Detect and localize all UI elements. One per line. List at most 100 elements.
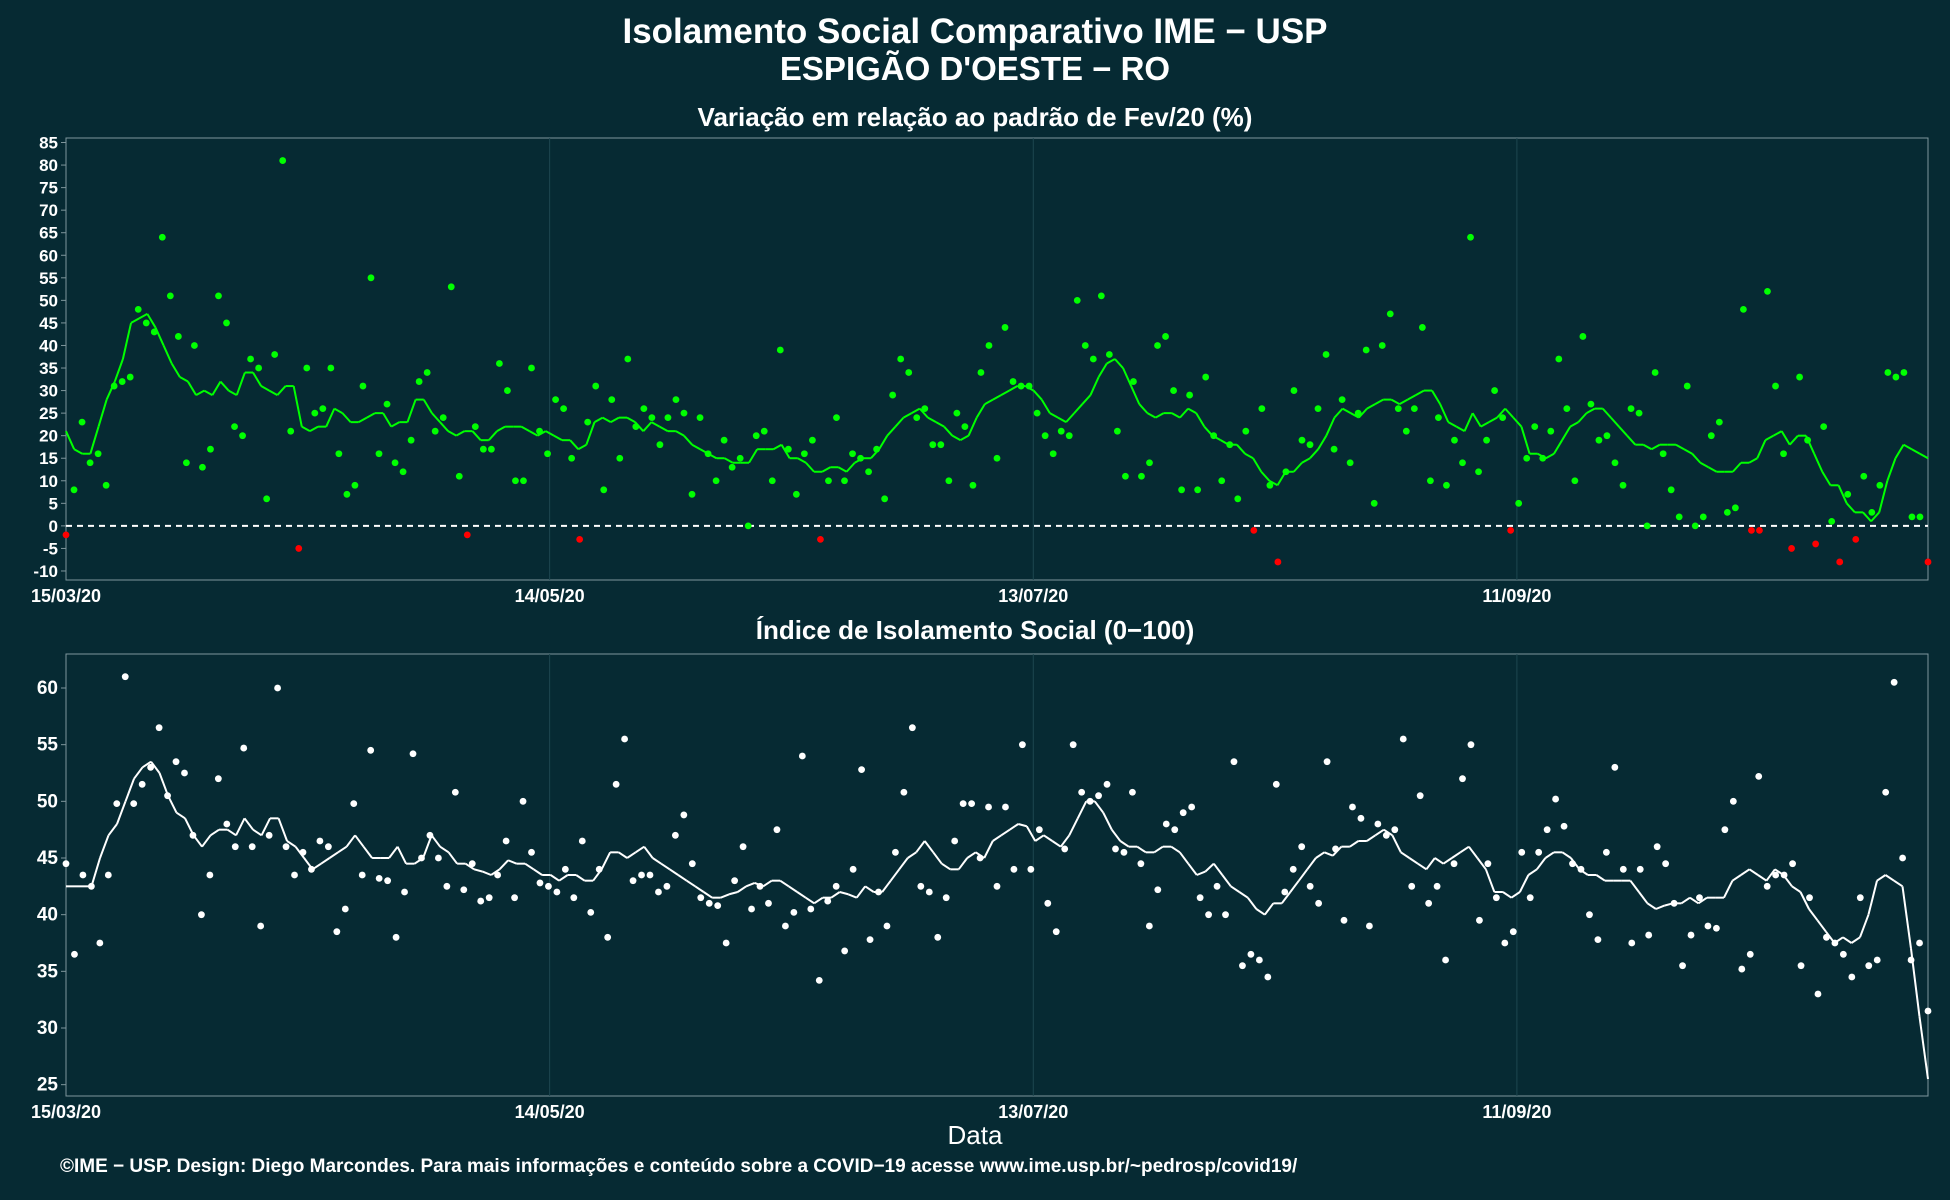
data-point: [545, 882, 552, 890]
moving-average-segment: [228, 389, 238, 396]
data-point: [696, 414, 704, 422]
moving-average-segment: [473, 868, 483, 873]
data-point: [1332, 845, 1339, 853]
data-point: [1340, 916, 1348, 924]
moving-average-segment: [113, 358, 124, 382]
x-axis-label: Data: [947, 1120, 1003, 1150]
data-point: [299, 848, 307, 856]
data-point: [1823, 933, 1830, 941]
moving-average-segment: [569, 439, 579, 450]
data-point: [688, 490, 696, 498]
data-point: [1298, 436, 1306, 444]
data-point: [951, 837, 959, 845]
data-point: [1687, 931, 1695, 939]
data-point: [1205, 911, 1212, 919]
data-point: [993, 882, 1001, 890]
moving-average-segment: [1439, 403, 1450, 423]
data-point: [739, 843, 747, 851]
data-point: [1856, 894, 1864, 902]
data-point: [1081, 342, 1089, 349]
data-point: [239, 432, 246, 440]
moving-average-segment: [1463, 412, 1474, 432]
data-point: [528, 848, 535, 856]
moving-average-segment: [1221, 874, 1232, 887]
data-point: [1814, 990, 1822, 998]
moving-average-segment: [1065, 412, 1075, 423]
data-point: [1178, 486, 1185, 494]
data-point: [1426, 477, 1434, 485]
data-point: [343, 490, 351, 498]
data-point: [214, 775, 222, 783]
data-point: [1587, 400, 1595, 408]
moving-average-segment: [1204, 862, 1215, 873]
moving-average-segment: [1780, 430, 1791, 446]
data-point: [1073, 296, 1081, 304]
data-point: [671, 831, 679, 839]
data-point: [1892, 373, 1900, 381]
moving-average-segment: [325, 408, 336, 428]
data-point: [587, 909, 595, 916]
moving-average-segment: [894, 416, 905, 428]
moving-average-segment: [1791, 885, 1802, 893]
data-point: [358, 871, 366, 879]
y-tick-label: -10: [33, 562, 58, 581]
moving-average-segment: [146, 313, 157, 328]
data-point: [223, 319, 230, 327]
moving-average-segment: [1000, 828, 1011, 837]
data-point: [134, 305, 142, 313]
data-point: [784, 445, 792, 453]
data-point: [1362, 346, 1370, 354]
moving-average-segment: [1431, 390, 1441, 405]
data-point: [1179, 809, 1187, 817]
data-point: [1721, 826, 1729, 834]
moving-average-segment: [1170, 845, 1181, 854]
data-point: [584, 418, 592, 426]
moving-average-segment: [821, 466, 831, 473]
data-point: [1382, 831, 1390, 839]
moving-average-segment: [1358, 407, 1368, 419]
data-point: [809, 436, 816, 444]
data-point: [993, 454, 1001, 462]
moving-average-segment: [1255, 908, 1266, 916]
data-point: [1526, 894, 1534, 902]
data-point: [857, 454, 864, 462]
moving-average-segment: [1349, 840, 1359, 848]
moving-average-segment: [691, 443, 701, 451]
moving-average-segment: [358, 416, 368, 424]
data-point: [383, 400, 391, 408]
moving-average-segment: [1442, 857, 1453, 865]
data-point: [1425, 899, 1433, 907]
moving-average-segment: [1236, 444, 1246, 455]
moving-average-segment: [226, 828, 237, 837]
moving-average-segment: [1602, 407, 1612, 419]
moving-average-segment: [1808, 908, 1819, 921]
moving-average-segment: [660, 862, 671, 871]
moving-average-segment: [1366, 834, 1376, 842]
data-point: [985, 342, 993, 349]
data-point: [1873, 956, 1881, 964]
moving-average-segment: [889, 868, 901, 882]
moving-average-segment: [903, 412, 913, 419]
moving-average-segment: [121, 322, 133, 360]
moving-average-segment: [1911, 448, 1921, 455]
moving-average-segment: [1586, 407, 1596, 414]
moving-average-segment: [203, 389, 213, 396]
data-point: [494, 871, 502, 879]
data-point: [1515, 499, 1523, 507]
data-point: [714, 902, 722, 909]
data-point: [1391, 826, 1399, 834]
moving-average-segment: [268, 389, 278, 396]
data-point: [985, 803, 992, 811]
moving-average-segment: [1748, 457, 1758, 464]
moving-average-segment: [465, 862, 475, 871]
data-point: [1723, 508, 1731, 516]
data-point: [182, 459, 190, 467]
moving-average-segment: [1317, 435, 1328, 450]
data-point: [1065, 432, 1073, 440]
moving-average-segment: [1400, 851, 1410, 859]
moving-average-segment: [1455, 425, 1466, 433]
data-point: [155, 724, 163, 732]
data-point: [1078, 788, 1086, 796]
data-point: [849, 865, 857, 873]
data-point: [1196, 894, 1204, 902]
